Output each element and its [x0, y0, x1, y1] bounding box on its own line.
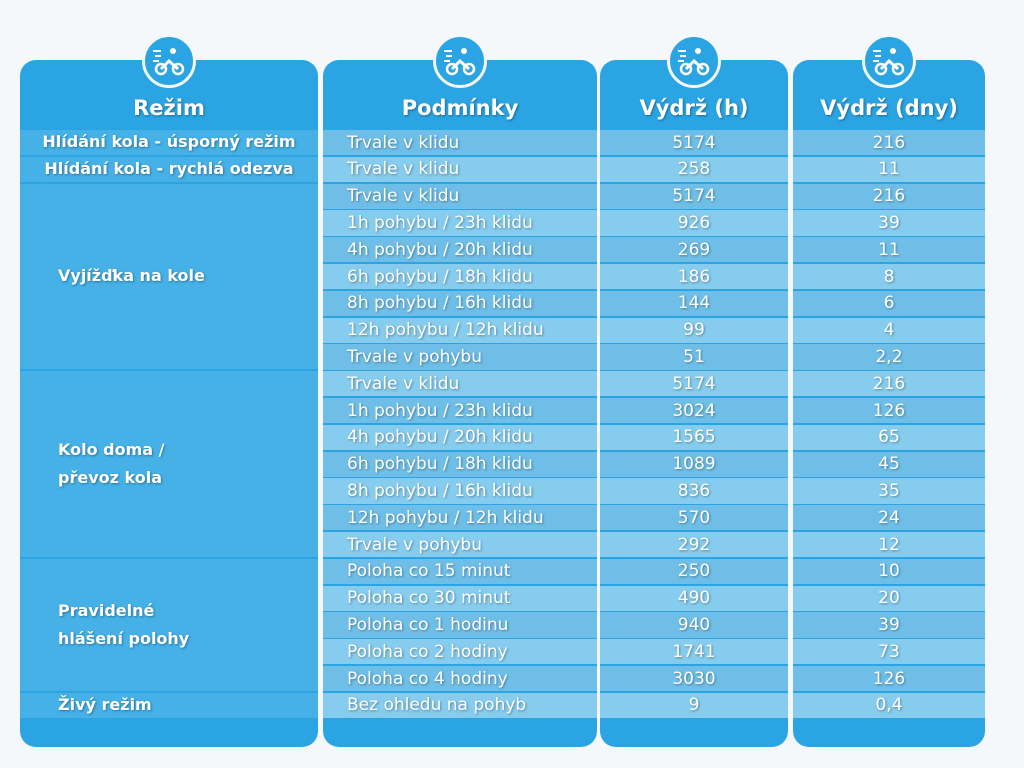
cell: 216	[793, 183, 985, 209]
cell: 570	[600, 505, 788, 531]
cell: 35	[793, 478, 985, 504]
cell: 269	[600, 237, 788, 263]
cell: 1089	[600, 451, 788, 477]
cell: Poloha co 1 hodinu	[323, 612, 597, 638]
cell: 1565	[600, 424, 788, 451]
cell: 490	[600, 585, 788, 611]
cell: Trvale v klidu	[323, 371, 597, 397]
cell: 4h pohybu / 20h klidu	[323, 237, 597, 263]
icon	[862, 34, 916, 88]
cell: 39	[793, 210, 985, 236]
cell: 6h pohybu / 18h klidu	[323, 264, 597, 290]
cell: 216	[793, 130, 985, 156]
cell: Poloha co 2 hodiny	[323, 639, 597, 665]
mode-cell: Pravidelné hlášení polohy	[20, 558, 318, 691]
cell: 1h pohybu / 23h klidu	[323, 210, 597, 236]
mode-label: Vyjížďka na kole	[58, 266, 205, 286]
mode-cell: Vyjížďka na kole	[20, 183, 318, 370]
cell: 258	[600, 156, 788, 183]
cell: 4	[793, 317, 985, 343]
moto-icon	[153, 48, 185, 76]
mode-cell: Kolo doma / převoz kola	[20, 371, 318, 557]
cell: 126	[793, 398, 985, 424]
cell: 3030	[600, 666, 788, 692]
mode-label: hlášení polohy	[58, 628, 190, 648]
cell: 5174	[600, 130, 788, 156]
cell: 9	[600, 692, 788, 719]
cell: Poloha co 4 hodiny	[323, 666, 597, 692]
mode-label: Hlídání kola - úsporný režim	[42, 132, 296, 152]
cell: 8h pohybu / 16h klidu	[323, 478, 597, 504]
cell: 6	[793, 290, 985, 317]
cell: 186	[600, 264, 788, 290]
cell: 12	[793, 532, 985, 558]
icon	[433, 34, 487, 88]
cell: 65	[793, 424, 985, 451]
moto-icon	[873, 48, 905, 76]
header: Podmínky	[401, 96, 519, 120]
cell: Trvale v klidu	[323, 130, 597, 156]
moto-icon	[444, 48, 476, 76]
icon	[142, 34, 196, 88]
cell: 5174	[600, 183, 788, 209]
cell: 20	[793, 585, 985, 611]
cell: 3024	[600, 398, 788, 424]
cell: 8	[793, 264, 985, 290]
cell: 144	[600, 290, 788, 317]
cell: 940	[600, 612, 788, 638]
cell: 12h pohybu / 12h klidu	[323, 317, 597, 343]
cell: 11	[793, 237, 985, 263]
mode-label: Hlídání kola - rychlá odezva	[44, 159, 294, 179]
cell: 73	[793, 639, 985, 665]
cell: 5174	[600, 371, 788, 397]
cell: 6h pohybu / 18h klidu	[323, 451, 597, 477]
cell: Poloha co 30 minut	[323, 585, 597, 611]
cell: Poloha co 15 minut	[323, 558, 597, 585]
cell: 126	[793, 666, 985, 692]
cell: 8h pohybu / 16h klidu	[323, 290, 597, 317]
mode-cell: Hlídání kola - rychlá odezva	[20, 156, 318, 182]
cell: 926	[600, 210, 788, 236]
cell: Trvale v klidu	[323, 183, 597, 209]
cell: Trvale v pohybu	[323, 344, 597, 370]
cell: 0,4	[793, 692, 985, 719]
cell: 51	[600, 344, 788, 370]
moto-icon	[678, 48, 710, 76]
cell: 12h pohybu / 12h klidu	[323, 505, 597, 531]
cell: Trvale v pohybu	[323, 532, 597, 558]
cell: 24	[793, 505, 985, 531]
header: Výdrž (dny)	[820, 96, 958, 120]
cell: 2,2	[793, 344, 985, 370]
cell: Trvale v klidu	[323, 156, 597, 183]
header: Výdrž (h)	[639, 96, 749, 120]
mode-label: Živý režim	[58, 695, 152, 715]
cell: 1741	[600, 639, 788, 665]
mode-label: převoz kola	[58, 467, 162, 487]
cell: 216	[793, 371, 985, 397]
cell: Bez ohledu na pohyb	[323, 692, 597, 719]
cell: 292	[600, 532, 788, 558]
mode-label: Pravidelné	[58, 600, 155, 620]
cell: 39	[793, 612, 985, 638]
cell: 45	[793, 451, 985, 477]
cell: 10	[793, 558, 985, 585]
icon	[667, 34, 721, 88]
cell: 4h pohybu / 20h klidu	[323, 424, 597, 451]
cell: 250	[600, 558, 788, 585]
cell: 1h pohybu / 23h klidu	[323, 398, 597, 424]
mode-cell: Hlídání kola - úsporný režim	[20, 130, 318, 155]
header: Režim	[133, 96, 205, 120]
cell: 11	[793, 156, 985, 183]
mode-label: Kolo doma /	[58, 439, 165, 459]
cell: 99	[600, 317, 788, 343]
cell: 836	[600, 478, 788, 504]
mode-cell: Živý režim	[20, 692, 318, 718]
